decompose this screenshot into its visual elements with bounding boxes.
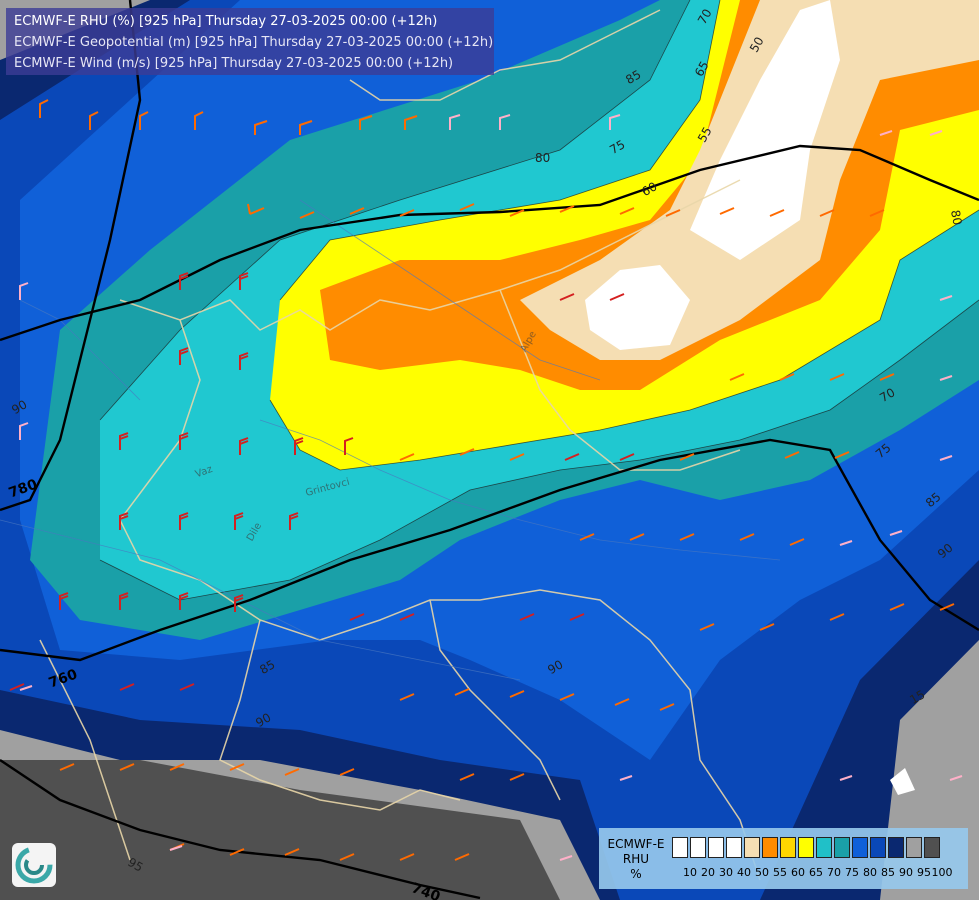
legend-tick-label: 70	[827, 866, 841, 879]
legend-swatch	[906, 837, 922, 858]
legend-swatch	[870, 837, 886, 858]
rh-label: 95	[125, 855, 145, 875]
rh-label: 55	[695, 124, 715, 144]
legend-tick-label: 75	[845, 866, 859, 879]
rh-label: 50	[747, 34, 767, 54]
rh-label: 70	[877, 385, 897, 405]
legend-tick-label: 55	[773, 866, 787, 879]
rh-label: 90	[545, 657, 565, 677]
legend-title: ECMWF-E RHU %	[603, 837, 669, 882]
title-line: ECMWF-E Wind (m/s) [925 hPa] Thursday 27…	[14, 56, 454, 71]
title-line: ECMWF-E Geopotential (m) [925 hPa] Thurs…	[14, 35, 494, 50]
rh-label: 85	[257, 657, 277, 677]
legend-tick-label: 85	[881, 866, 895, 879]
legend-swatch	[798, 837, 814, 858]
legend-swatch	[924, 837, 940, 858]
legend-swatch	[888, 837, 904, 858]
color-legend: ECMWF-E RHU % 10 20 30 40 50 55 60 65 70 75 80 85 90…	[599, 828, 968, 889]
legend-swatch	[690, 837, 706, 858]
legend-tick-label: 10	[683, 866, 697, 879]
wind-barbs	[9, 99, 963, 861]
legend-tick-label: 60	[791, 866, 805, 879]
legend-tick-label: 20	[701, 866, 715, 879]
rh-label: 65	[692, 59, 712, 79]
rh-label: 85	[623, 67, 643, 87]
rh-contour-labels: 70 65 50 55 60 85 80 75 90 80 70 75 85 9…	[9, 6, 964, 874]
legend-swatch	[834, 837, 850, 858]
legend-tick-label: 80	[863, 866, 877, 879]
legend-tick-label: 65	[809, 866, 823, 879]
rh-label: 90	[253, 710, 273, 730]
rh-label: 60	[639, 179, 659, 199]
legend-swatch	[852, 837, 868, 858]
legend-tick-label: 90	[899, 866, 913, 879]
map-title-box: ECMWF-E RHU (%) [925 hPa] Thursday 27-03…	[6, 8, 494, 75]
legend-swatch	[708, 837, 724, 858]
legend-swatch	[816, 837, 832, 858]
legend-tick-label: 40	[737, 866, 751, 879]
rh-label: 90	[9, 397, 29, 417]
legend-title-line: RHU	[622, 852, 650, 866]
rh-label: 80	[535, 151, 550, 165]
rh-contour-lines	[99, 0, 979, 601]
legend-tick-label: 30	[719, 866, 733, 879]
legend-swatch	[780, 837, 796, 858]
border-lines	[39, 9, 761, 881]
ecmwf-logo	[12, 843, 56, 887]
rh-label: 70	[695, 6, 715, 26]
rh-label: 75	[607, 137, 627, 157]
legend-swatch	[762, 837, 778, 858]
legend-tick-label: 100	[931, 866, 953, 879]
title-line: ECMWF-E RHU (%) [925 hPa] Thursday 27-03…	[14, 14, 438, 29]
legend-title-line: %	[630, 867, 642, 881]
ecmwf-swirl-icon	[15, 846, 53, 884]
rh-label: 15	[907, 687, 927, 707]
rh-label: 80	[948, 209, 964, 226]
legend-tick-label: 95	[917, 866, 931, 879]
legend-title-line: ECMWF-E	[607, 837, 665, 851]
legend-swatch	[672, 837, 688, 858]
legend-swatch	[726, 837, 742, 858]
legend-swatch	[744, 837, 760, 858]
legend-tick-label: 50	[755, 866, 769, 879]
rh-50-area	[690, 0, 840, 260]
rh-50-area	[585, 265, 690, 350]
rh-50-area	[890, 768, 915, 795]
